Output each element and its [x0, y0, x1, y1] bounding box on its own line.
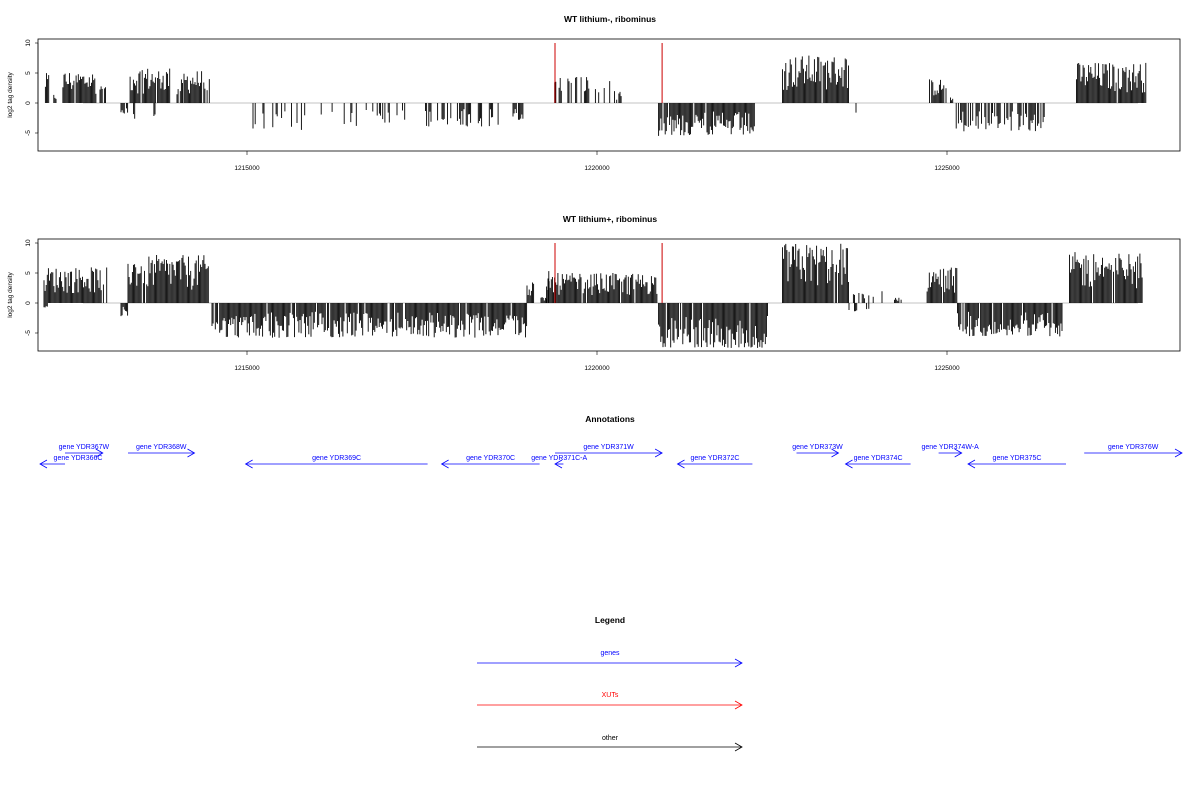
gene-arrowhead [676, 459, 685, 469]
track1-xtick-label: 1225000 [934, 165, 960, 172]
gene-label: gene YDR371W [583, 444, 634, 451]
legend-label-other: other [602, 735, 619, 742]
gene-feature: gene YDR374W-A [921, 444, 979, 458]
gene-feature: gene YDR370C [440, 455, 540, 469]
gene-feature: gene YDR371C-A [531, 455, 587, 469]
track1-ylabel: log2 tag density [7, 71, 14, 117]
gene-arrowhead [95, 448, 104, 458]
track-lithium-minus: WT lithium-, ribominus -5 0 5 10 log2 ta… [7, 14, 1181, 172]
gene-feature: gene YDR371W [555, 444, 663, 458]
track2-title: WT lithium+, ribominus [563, 214, 657, 224]
track2-plot-frame [37, 238, 1181, 352]
track1-bars [44, 43, 1147, 136]
gene-label: gene YDR370C [466, 455, 515, 462]
legend-arrowhead-xuts [734, 700, 743, 710]
track1-title: WT lithium-, ribominus [564, 14, 656, 24]
gene-feature: gene YDR366C [39, 455, 103, 469]
track2-ytick-label: 10 [25, 239, 32, 247]
legend-label-xuts: XUTs [602, 692, 619, 699]
legend: Legend genes XUTs other [477, 615, 743, 752]
track2-y-axis: -5 0 5 10 log2 tag density [7, 239, 39, 336]
track2-ytick-label: -5 [25, 330, 32, 336]
track1-xtick-label: 1220000 [584, 165, 610, 172]
gene-arrowhead [440, 459, 449, 469]
legend-label-genes: genes [600, 650, 620, 657]
track2-ytick-label: 5 [25, 271, 32, 275]
track1-x-axis: 1215000 1220000 1225000 [234, 151, 960, 172]
gene-label: gene YDR373W [792, 444, 843, 451]
gene-arrowhead [967, 459, 976, 469]
track2-xtick-label: 1225000 [934, 365, 960, 372]
gene-label: gene YDR374C [854, 455, 903, 462]
gene-label: gene YDR375C [993, 455, 1042, 462]
gene-feature: gene YDR368W [128, 444, 196, 458]
track2-x-axis: 1215000 1220000 1225000 [234, 351, 960, 372]
track1-ytick-label: 10 [25, 39, 32, 47]
legend-arrowhead-other [734, 742, 743, 752]
legend-item-other: other [477, 735, 743, 752]
gene-arrowhead [39, 459, 48, 469]
legend-item-xuts: XUTs [477, 692, 743, 710]
track-lithium-plus: WT lithium+, ribominus -5 0 5 10 log2 ta… [7, 214, 1181, 372]
track2-xtick-label: 1215000 [234, 365, 260, 372]
legend-item-genes: genes [477, 650, 743, 668]
gene-label: gene YDR369C [312, 455, 361, 462]
annotations-title: Annotations [585, 414, 635, 424]
gene-label: gene YDR376W [1108, 444, 1159, 451]
gene-arrowhead [831, 448, 840, 458]
track1-ytick-label: 5 [25, 71, 32, 75]
gene-feature: gene YDR373W [792, 444, 843, 458]
gene-label: gene YDR374W-A [921, 444, 979, 451]
gene-label: gene YDR366C [54, 455, 103, 462]
legend-arrowhead-genes [734, 658, 743, 668]
gene-arrowhead [954, 448, 963, 458]
track1-xtick-label: 1215000 [234, 165, 260, 172]
gene-feature: gene YDR374C [844, 455, 911, 469]
gene-feature: gene YDR369C [244, 455, 428, 469]
gene-feature: gene YDR372C [676, 455, 753, 469]
gene-label: gene YDR371C-A [531, 455, 587, 462]
gene-feature: gene YDR376W [1084, 444, 1183, 458]
gene-arrowhead [654, 448, 663, 458]
gene-arrowhead [244, 459, 253, 469]
track2-xtick-label: 1220000 [584, 365, 610, 372]
track1-ytick-label: -5 [25, 130, 32, 136]
gene-feature: gene YDR375C [967, 455, 1066, 469]
gene-label: gene YDR368W [136, 444, 187, 451]
legend-title: Legend [595, 615, 625, 625]
gene-arrowhead [187, 448, 196, 458]
gene-label: gene YDR367W [59, 444, 110, 451]
gene-arrowhead [844, 459, 853, 469]
track2-ytick-label: 0 [25, 301, 32, 305]
gene-arrowhead [1174, 448, 1183, 458]
track1-y-axis: -5 0 5 10 log2 tag density [7, 39, 39, 136]
track2-bars [43, 243, 1143, 348]
gene-label: gene YDR372C [690, 455, 739, 462]
track2-ylabel: log2 tag density [7, 271, 14, 317]
track1-ytick-label: 0 [25, 101, 32, 105]
gene-arrowhead [554, 459, 563, 469]
gene-feature: gene YDR367W [59, 444, 110, 458]
gene-tracks: gene YDR367W gene YDR366C gene YDR368W gene… [39, 444, 1183, 469]
